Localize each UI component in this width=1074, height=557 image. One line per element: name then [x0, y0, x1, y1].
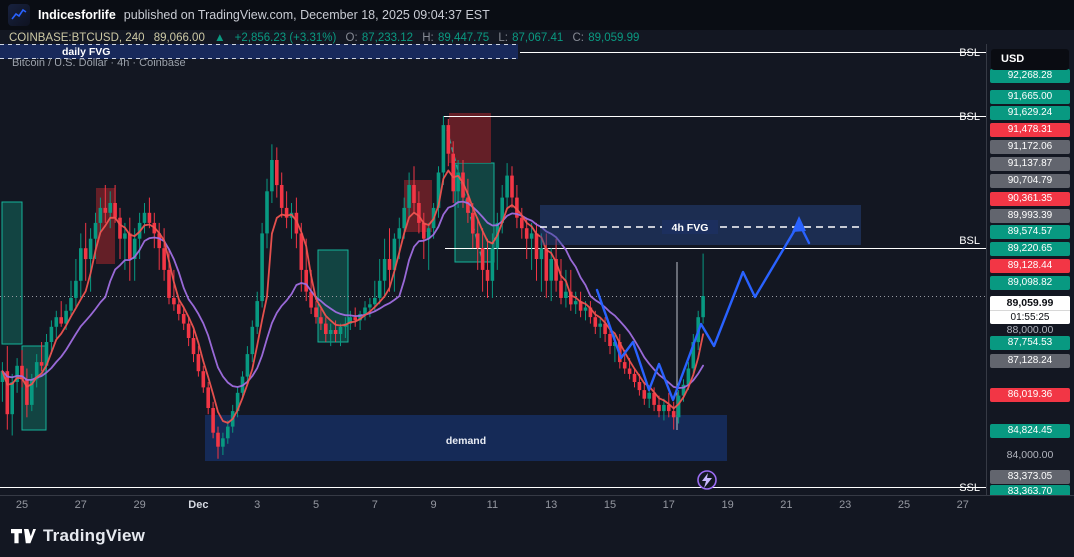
label-bsl: BSL [959, 235, 980, 247]
time-tick: 29 [133, 499, 146, 511]
zone-demand[interactable] [205, 415, 727, 461]
price-level-label: 90,704.79 [990, 174, 1070, 188]
time-tick: 11 [486, 499, 499, 511]
time-tick: 21 [780, 499, 793, 511]
low-value: 87,067.41 [512, 32, 564, 44]
price-level-label: 91,665.00 [990, 90, 1070, 104]
price-level-label: 91,137.87 [990, 157, 1070, 171]
time-tick: 5 [312, 499, 320, 511]
price-level-label: 91,629.24 [990, 106, 1070, 120]
open-label: O: [345, 32, 358, 44]
axis-price-tick: 88,000.00 [1006, 324, 1054, 336]
axis-price-tick: 84,000.00 [1006, 449, 1054, 461]
time-tick: Dec [188, 499, 209, 511]
change-arrow-icon: ▲ [214, 32, 226, 44]
time-tick: 17 [662, 499, 675, 511]
time-tick: 25 [15, 499, 29, 511]
brand-name[interactable]: TradingView [43, 526, 146, 545]
close-value: 89,059.99 [588, 32, 640, 44]
time-tick: 19 [721, 499, 734, 511]
price-level-label: 83,363.70 [990, 485, 1070, 495]
price-level-label: 90,361.35 [990, 192, 1070, 206]
symbol-legend: COINBASE:BTCUSD, 240 89,066.00 ▲ +2,856.… [9, 32, 645, 44]
publisher-avatar[interactable] [8, 4, 30, 26]
avatar-chart-icon [11, 8, 27, 20]
low-label: L: [498, 32, 508, 44]
price-level-label: 89,128.44 [990, 259, 1070, 273]
high-value: 89,447.75 [437, 32, 490, 44]
chart-svg[interactable]: daily FVG demand BSL BSL BSL SSL 4h FVG [0, 0, 986, 515]
zone-daily-fvg[interactable] [0, 44, 518, 59]
last-price: 89,066.00 [153, 32, 205, 44]
currency-selector[interactable]: USD [991, 49, 1069, 70]
current-price-label: 89,059.99 01:55:25 [990, 296, 1070, 324]
price-level-label: 83,373.05 [990, 470, 1070, 484]
time-tick: 27 [74, 499, 87, 511]
label-daily-fvg: daily FVG [62, 46, 110, 58]
price-level-label: 87,128.24 [990, 354, 1070, 368]
header-bar: Indicesforlife published on TradingView.… [0, 0, 1074, 30]
ema-fast-line [1, 169, 704, 424]
time-tick: 27 [956, 499, 969, 511]
candles[interactable] [0, 116, 705, 459]
price-level-label: 91,478.31 [990, 123, 1070, 137]
price-scale[interactable]: USD 92,268.28 91,665.00 91,629.24 91,478.31… [986, 44, 1074, 495]
price-level-label: 91,172.06 [990, 140, 1070, 154]
tradingview-logo-icon[interactable] [10, 525, 36, 547]
label-bsl: BSL [959, 47, 980, 59]
price-level-label: 92,268.28 [990, 69, 1070, 83]
price-level-label: 89,574.57 [990, 225, 1070, 239]
footer-bar: TradingView [0, 515, 1074, 557]
label-4h-fvg: 4h FVG [672, 222, 709, 234]
bar-close-countdown: 01:55:25 [990, 310, 1070, 324]
fvg-4h-label-chip [662, 220, 718, 234]
time-tick: 7 [371, 499, 378, 511]
price-level-label: 87,754.53 [990, 336, 1070, 350]
zone-peak-supply[interactable] [449, 113, 491, 163]
currency-label: USD [1001, 53, 1025, 65]
high-label: H: [422, 32, 434, 44]
price-level-label: 89,993.39 [990, 209, 1070, 223]
time-tick: 3 [254, 499, 261, 511]
current-price-value: 89,059.99 [1006, 297, 1054, 309]
label-bsl: BSL [959, 111, 980, 123]
price-level-label: 89,098.82 [990, 276, 1070, 290]
price-level-label: 86,019.36 [990, 388, 1070, 402]
ema-slow-line [1, 200, 704, 389]
time-tick: 23 [839, 499, 852, 511]
lightning-icon [702, 473, 712, 488]
zone-mid-teal[interactable] [317, 249, 349, 343]
time-tick: 25 [897, 499, 911, 511]
publish-info: published on TradingView.com, December 1… [123, 8, 490, 22]
label-demand: demand [446, 435, 486, 447]
zone-left-supply[interactable] [1, 201, 23, 345]
price-level-label: 89,220.65 [990, 242, 1070, 256]
chart-description: Bitcoin / U.S. Dollar · 4h · Coinbase [12, 57, 186, 69]
close-label: C: [572, 32, 585, 44]
publisher-name[interactable]: Indicesforlife [38, 8, 116, 22]
time-axis[interactable]: 25 27 29 Dec 3 5 7 9 11 13 15 17 19 21 23 25 27 [0, 495, 1074, 516]
price-change: +2,856.23 (+3.31%) [234, 32, 337, 44]
time-tick: 9 [430, 499, 437, 511]
time-tick: 13 [545, 499, 558, 511]
symbol-name[interactable]: COINBASE:BTCUSD, 240 [9, 32, 145, 44]
open-value: 87,233.12 [361, 32, 414, 44]
time-tick: 15 [603, 499, 617, 511]
projection-path[interactable] [595, 221, 811, 402]
projection-arrow-icon [792, 216, 806, 232]
price-level-label: 84,824.45 [990, 424, 1070, 438]
label-ssl: SSL [959, 482, 980, 494]
